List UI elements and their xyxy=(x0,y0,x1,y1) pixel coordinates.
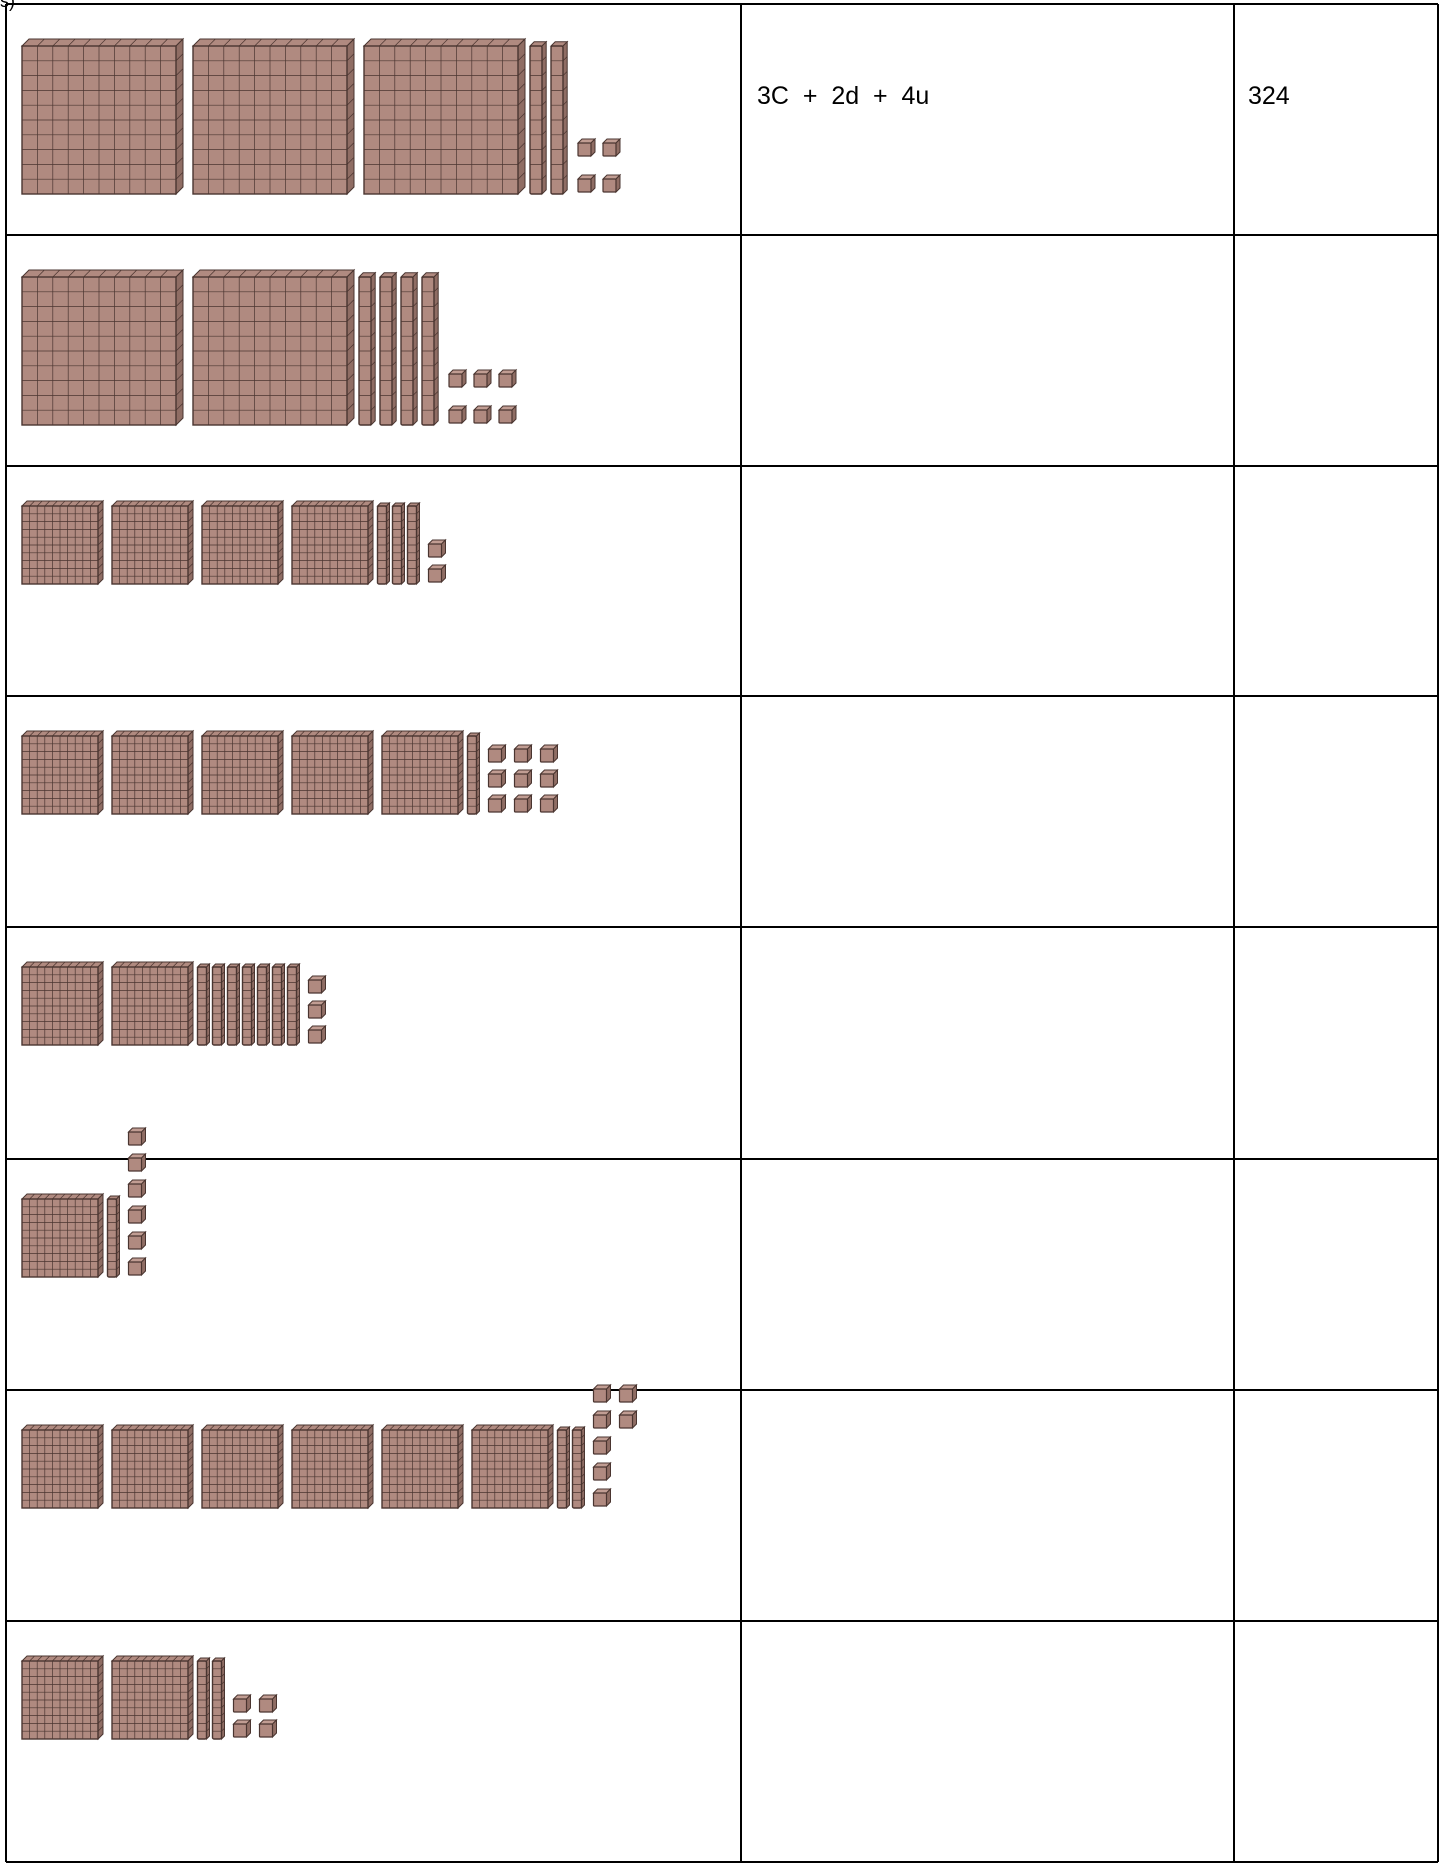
blocks-row-1 xyxy=(20,37,622,196)
blocks-row-2 xyxy=(20,268,518,427)
blocks-row-7 xyxy=(20,1383,638,1510)
blocks-row-4 xyxy=(20,729,559,816)
table-grid xyxy=(5,3,1439,1863)
blocks-row-5 xyxy=(20,960,327,1047)
blocks-row-3 xyxy=(20,499,447,586)
blocks-row-6 xyxy=(20,1126,147,1279)
decomposition-cell-1[interactable]: 3C + 2d + 4u xyxy=(757,82,930,110)
number-cell-1[interactable]: 324 xyxy=(1248,82,1290,110)
blocks-row-8 xyxy=(20,1654,278,1741)
